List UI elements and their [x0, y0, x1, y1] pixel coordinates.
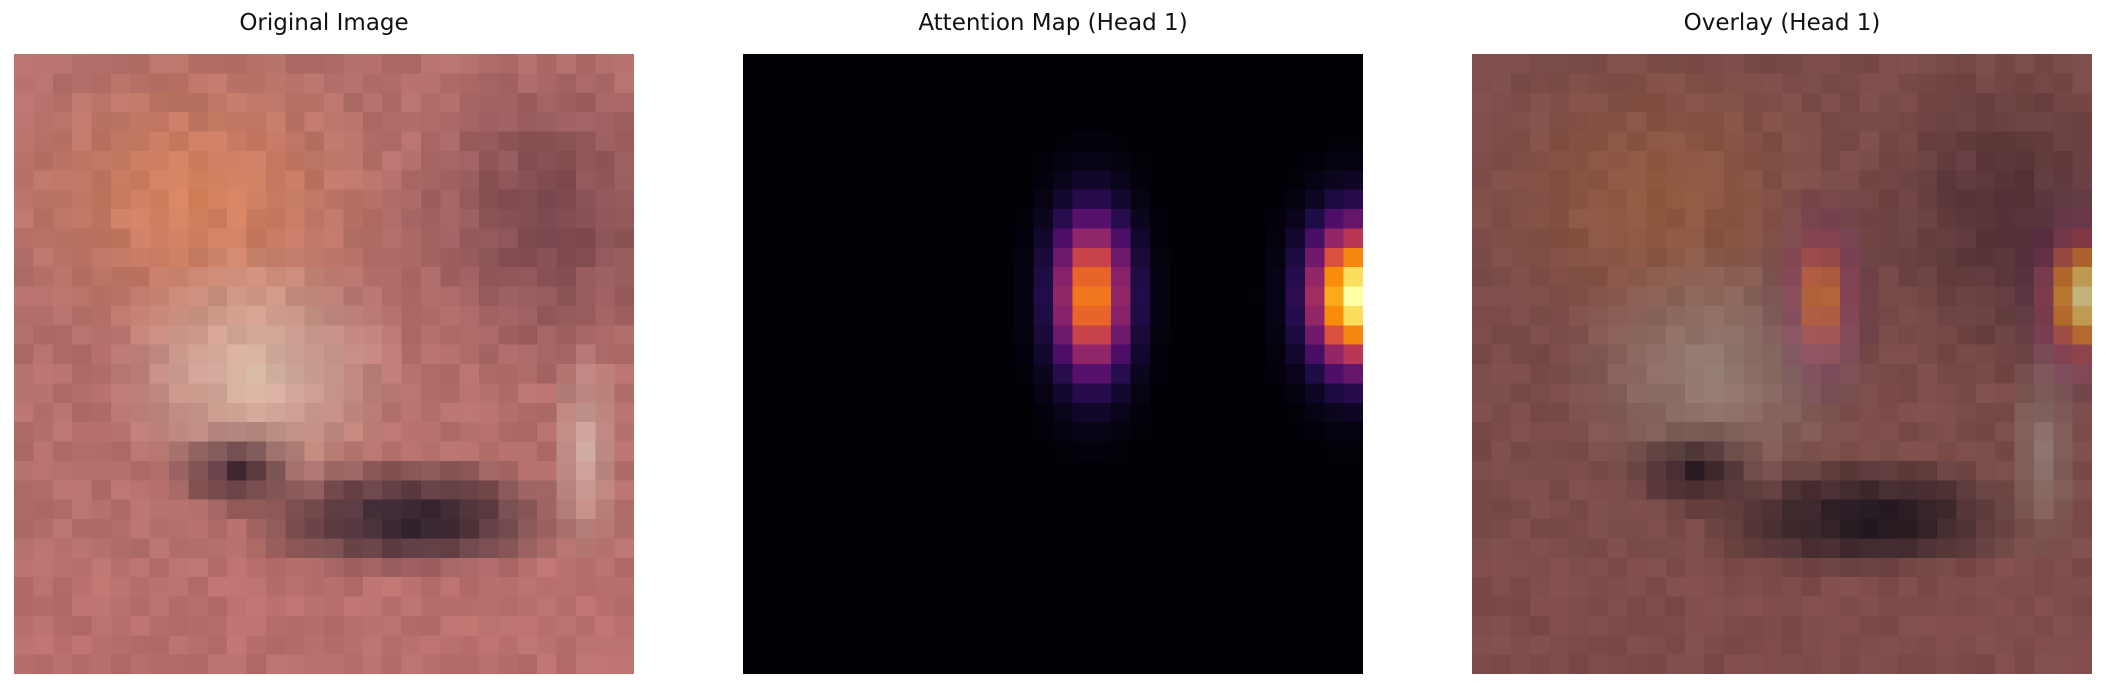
overlay-image [1472, 54, 2092, 674]
original-image [14, 54, 634, 674]
panel-title: Overlay (Head 1) [1683, 10, 1881, 36]
attention-map-image [743, 54, 1363, 674]
panel-title: Original Image [239, 10, 409, 36]
panel-title: Attention Map (Head 1) [918, 10, 1188, 36]
